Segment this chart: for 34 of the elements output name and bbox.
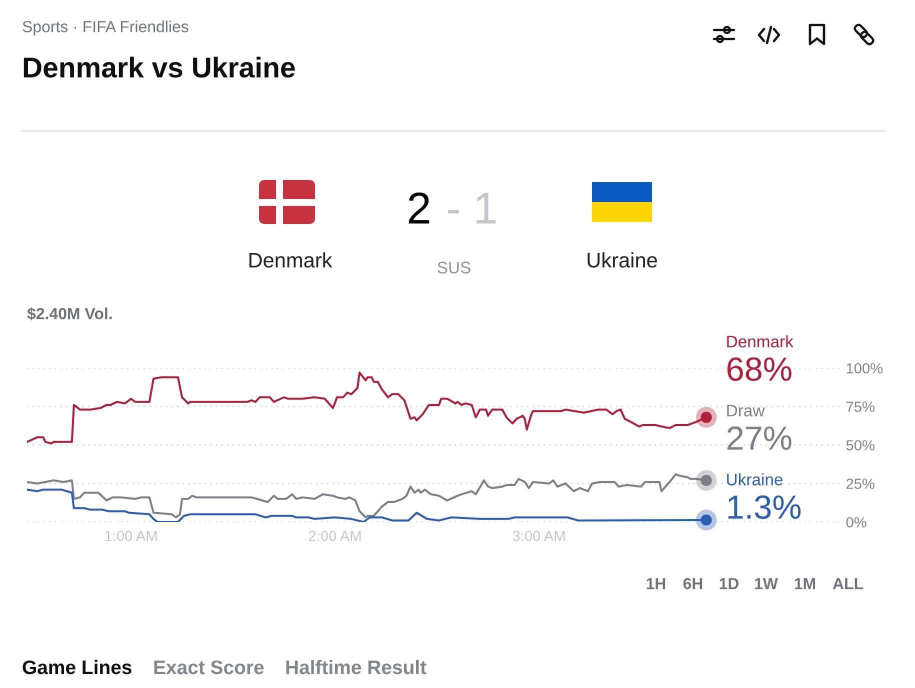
text: ALL — [832, 578, 864, 590]
text: 1H — [646, 578, 666, 590]
text: 1D — [720, 578, 739, 590]
text: 2 — [408, 192, 430, 224]
chart-subtitle: Sports · FIFA Friendlies — [22, 20, 188, 36]
annotation: 1.3% — [728, 495, 801, 519]
y-tick-label: 25% — [846, 478, 874, 489]
text: SUS — [438, 262, 470, 274]
text: 6H — [683, 578, 702, 590]
text: Draw — [727, 404, 765, 416]
y-tick-label: 100% — [846, 363, 883, 374]
chart-title: Denmark vs Ukraine — [24, 56, 295, 78]
x-tick-label: 3:00 AM — [512, 530, 565, 542]
x-tick-label: 1:00 AM — [105, 530, 157, 542]
text: Exact Score — [154, 660, 264, 674]
annotation: 27% — [727, 426, 792, 450]
text: Denmark — [727, 335, 794, 348]
point — [696, 510, 717, 530]
y-tick-label: 0% — [846, 517, 866, 528]
y-tick-label: 50% — [846, 440, 874, 450]
x-tick-label: 2:00 AM — [309, 530, 361, 542]
y-tick-label: 75% — [846, 402, 874, 412]
text: Denmark — [249, 252, 332, 268]
text: - 1 — [448, 192, 496, 224]
text: 1M — [794, 578, 816, 590]
text: Halftime Result — [286, 660, 426, 674]
point — [696, 406, 717, 428]
text: Ukraine — [727, 473, 783, 486]
point — [696, 470, 717, 491]
text: Game Lines — [22, 660, 132, 674]
text: 1W — [755, 578, 778, 590]
annotation: 68% — [728, 357, 792, 381]
text: Ukraine — [588, 252, 657, 268]
text: $2.40M Vol. — [27, 307, 112, 320]
